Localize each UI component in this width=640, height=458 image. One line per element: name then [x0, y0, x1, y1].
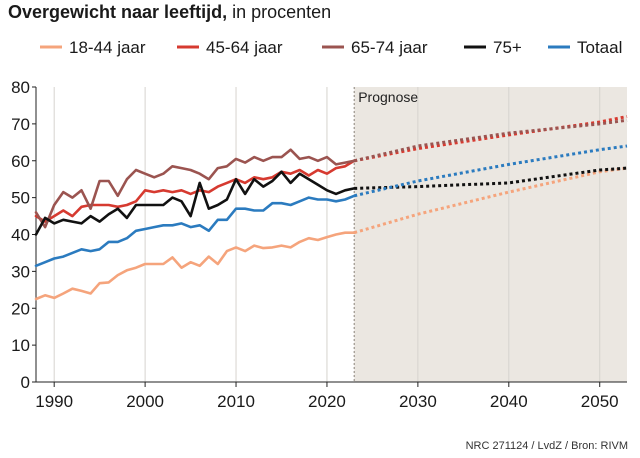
- y-tick-label: 20: [11, 299, 30, 318]
- series-line-1: [34, 159, 356, 223]
- legend-item: 18-44 jaar: [40, 38, 146, 57]
- legend-label: Totaal: [577, 38, 622, 57]
- legend-item: 75+: [464, 38, 522, 57]
- chart-title-subtitle: in procenten: [227, 2, 332, 22]
- legend-label: 65-74 jaar: [351, 38, 428, 57]
- series-line-0: [34, 231, 356, 301]
- y-tick-label: 10: [11, 336, 30, 355]
- y-tick-label: 70: [11, 115, 30, 134]
- legend-label: 75+: [493, 38, 522, 57]
- x-tick-label: 2040: [490, 392, 528, 411]
- legend-label: 45-64 jaar: [206, 38, 283, 57]
- x-tick-label: 2000: [126, 392, 164, 411]
- legend-label: 18-44 jaar: [69, 38, 146, 57]
- legend-item: Totaal: [548, 38, 622, 57]
- x-tick-label: 2020: [308, 392, 346, 411]
- x-tick-label: 2030: [399, 392, 437, 411]
- x-tick-label: 2010: [217, 392, 255, 411]
- forecast-area: [354, 87, 627, 382]
- chart-title: Overgewicht naar leeftijd, in procenten: [8, 2, 331, 23]
- y-tick-label: 40: [11, 226, 30, 245]
- x-tick-label: 1990: [35, 392, 73, 411]
- forecast-label: Prognose: [358, 89, 418, 105]
- series-forecast-line-4: [353, 144, 628, 198]
- series-forecast-line-1: [353, 115, 628, 163]
- legend-item: 45-64 jaar: [177, 38, 283, 57]
- series-line-2: [34, 148, 356, 229]
- series-forecast-line-0: [353, 166, 628, 235]
- chart-title-bold: Overgewicht naar leeftijd,: [8, 2, 228, 22]
- series-line-3: [34, 170, 356, 236]
- y-tick-label: 30: [11, 262, 30, 281]
- y-tick-label: 50: [11, 189, 30, 208]
- source-credit: NRC 271124 / LvdZ / Bron: RIVM: [465, 440, 628, 452]
- y-tick-label: 60: [11, 152, 30, 171]
- y-tick-label: 0: [21, 373, 30, 392]
- series-line-4: [34, 194, 356, 268]
- series-forecast-line-2: [353, 118, 628, 163]
- legend-item: 65-74 jaar: [322, 38, 428, 57]
- x-tick-label: 2050: [581, 392, 619, 411]
- y-tick-label: 80: [11, 78, 30, 97]
